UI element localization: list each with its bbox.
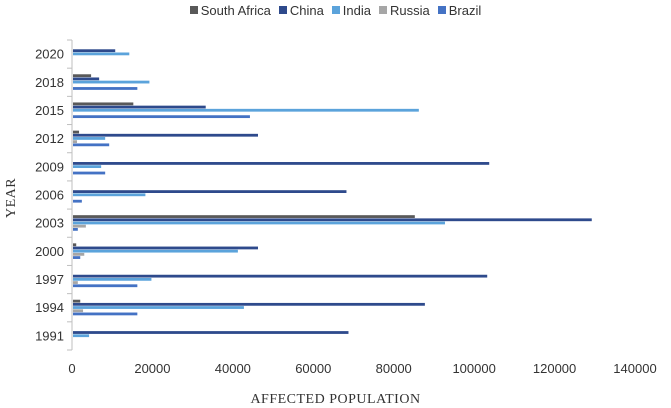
- bar-india-2012: [73, 137, 106, 140]
- x-axis-label: AFFECTED POPULATION: [250, 392, 421, 407]
- bar-south-africa-2018: [73, 74, 92, 78]
- y-axis-label: YEAR: [4, 177, 19, 218]
- y-tick-label: 2009: [35, 159, 64, 174]
- legend-item-russia: Russia: [379, 3, 430, 18]
- bar-india-2006: [73, 193, 146, 197]
- x-tick-label: 140000: [613, 361, 656, 376]
- bar-india-1991: [73, 334, 90, 338]
- y-tick-label: 1991: [35, 328, 64, 343]
- bar-brazil-2003: [73, 227, 78, 231]
- bar-brazil-2006: [73, 199, 82, 203]
- x-tick-label: 20000: [134, 361, 170, 376]
- bar-india-2000: [73, 249, 238, 253]
- bar-brazil-2000: [73, 256, 81, 259]
- legend-swatch: [379, 6, 387, 14]
- y-tick-label: 2012: [35, 131, 64, 146]
- legend-swatch: [189, 6, 198, 14]
- x-tick-label: 40000: [215, 361, 251, 376]
- legend-label: India: [342, 2, 371, 18]
- y-tick-label: 1997: [35, 272, 64, 287]
- x-tick-label: 60000: [295, 361, 331, 376]
- x-tick-label: 100000: [452, 361, 495, 376]
- bar-india-1994: [73, 306, 244, 309]
- bar-south-africa-1994: [73, 299, 81, 303]
- bar-brazil-2015: [73, 115, 250, 119]
- legend-label: South Africa: [200, 2, 271, 18]
- bar-india-2018: [73, 80, 150, 84]
- legend: South Africa China India Russia Brazil: [0, 0, 671, 20]
- bar-russia-1994: [73, 309, 84, 313]
- legend-swatch: [331, 6, 340, 14]
- bar-brazil-2012: [73, 143, 110, 147]
- x-tick-label: 0: [68, 361, 75, 376]
- bar-china-2009: [73, 162, 490, 165]
- bar-china-2020: [73, 49, 116, 53]
- bar-india-2020: [73, 52, 130, 56]
- legend-item-india: India: [331, 2, 371, 18]
- x-tick-label: 80000: [376, 361, 412, 376]
- bar-russia-2000: [73, 252, 85, 256]
- y-tick-label: 2000: [35, 244, 64, 259]
- legend-label: China: [289, 2, 324, 18]
- bar-india-2003: [73, 221, 445, 225]
- legend-item-south-africa: South Africa: [189, 2, 271, 18]
- bar-china-2000: [73, 246, 258, 250]
- bar-india-1997: [73, 277, 152, 281]
- bar-china-2018: [73, 77, 100, 81]
- y-tick-label: 1994: [35, 300, 64, 315]
- y-tick-label: 2018: [35, 75, 64, 90]
- bar-russia-2003: [73, 224, 86, 228]
- legend-swatch: [278, 6, 287, 14]
- bar-india-2015: [73, 108, 419, 112]
- y-tick-label: 2006: [35, 188, 64, 203]
- bar-south-africa-2000: [73, 243, 77, 247]
- legend-label: Brazil: [448, 2, 482, 18]
- bar-brazil-2018: [73, 87, 138, 90]
- bar-russia-1997: [73, 281, 78, 284]
- bar-south-africa-2012: [73, 130, 80, 134]
- bar-brazil-1997: [73, 284, 138, 288]
- bar-south-africa-2015: [73, 102, 134, 106]
- legend-label: Russia: [390, 2, 430, 18]
- bar-china-1994: [73, 302, 425, 306]
- legend-swatch: [437, 6, 446, 14]
- bar-china-1997: [73, 274, 488, 278]
- bar-china-2015: [73, 105, 206, 109]
- y-tick-label: 2015: [35, 103, 64, 118]
- bar-china-2003: [73, 218, 592, 222]
- legend-item-china: China: [278, 2, 324, 18]
- y-tick-label: 2003: [35, 216, 64, 231]
- bar-china-2006: [73, 190, 347, 193]
- bar-india-2009: [73, 165, 102, 169]
- bar-brazil-1994: [73, 312, 138, 316]
- bar-russia-2012: [73, 140, 78, 144]
- bar-south-africa-2003: [73, 215, 415, 218]
- bar-china-1991: [73, 331, 349, 334]
- bar-brazil-2009: [73, 171, 106, 175]
- x-tick-label: 120000: [533, 361, 576, 376]
- legend-item-brazil: Brazil: [437, 2, 482, 18]
- bar-china-2012: [73, 133, 258, 137]
- y-tick-label: 2020: [35, 47, 64, 62]
